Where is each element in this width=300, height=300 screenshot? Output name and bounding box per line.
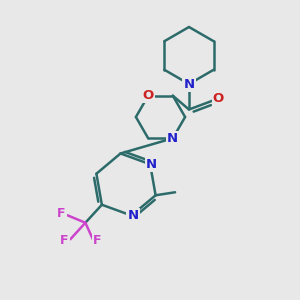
Text: F: F — [57, 207, 66, 220]
Text: N: N — [167, 132, 178, 145]
Text: F: F — [60, 234, 69, 247]
Text: F: F — [93, 234, 102, 247]
Text: O: O — [142, 89, 154, 102]
Text: O: O — [213, 92, 224, 106]
Text: N: N — [128, 209, 139, 222]
Text: N: N — [183, 77, 195, 91]
Text: N: N — [146, 158, 157, 171]
